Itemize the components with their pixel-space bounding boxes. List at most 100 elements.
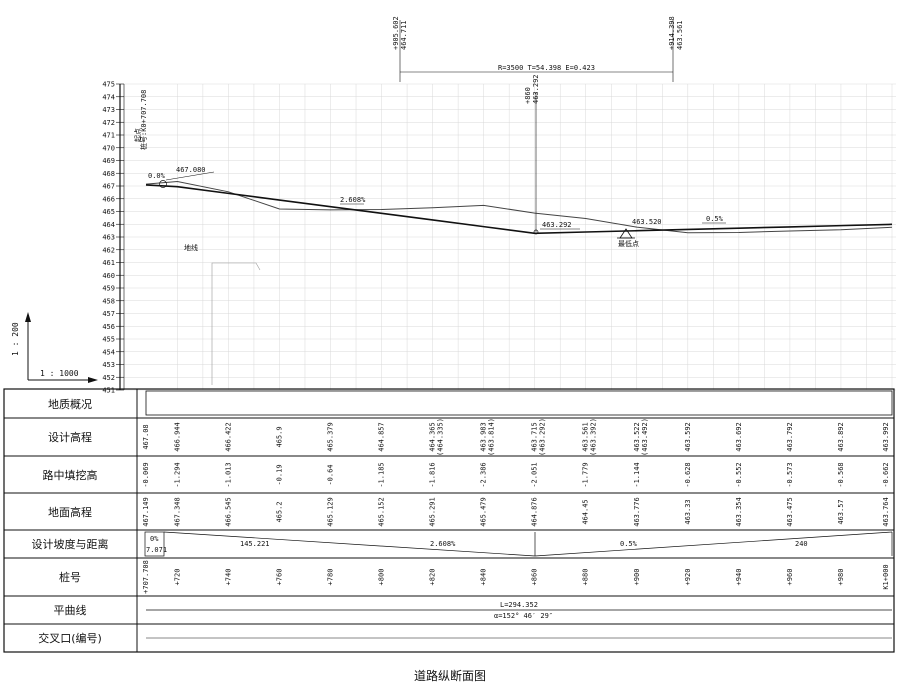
- station-value: +900: [633, 569, 641, 586]
- design-elev-value: (463.492): [641, 418, 649, 456]
- cut-fill-value: -0.628: [684, 462, 692, 487]
- cut-fill-value: -0.64: [327, 464, 335, 485]
- profile-annotations: 起点 桩号:K0+707.708 0.0% 467.080 2.608% 463…: [134, 90, 726, 385]
- grade-seg1-dist: 145.221: [240, 540, 270, 548]
- station-value: +840: [480, 569, 488, 586]
- ground-elev-value: 465.129: [327, 497, 335, 527]
- station-value: +720: [173, 569, 181, 586]
- curve-left-station: +905.602: [392, 16, 400, 50]
- elev-tick-label: 460: [102, 272, 115, 280]
- elev-tick-label: 461: [102, 259, 115, 267]
- design-elev-values: 467.08 466.944 466.422 465.9 465.379 464.857 4…: [142, 418, 890, 456]
- elevation-ticks: 475 474 473 472 471 470 469 468 467 466 465 464 463 4…: [102, 81, 124, 395]
- design-elev-value: 465.379: [327, 422, 335, 452]
- cut-fill-value: -0.662: [882, 462, 890, 487]
- curve-left-elev: 464.711: [400, 20, 408, 50]
- elev-tick-label: 469: [102, 157, 115, 165]
- grade-first-value: 0%: [150, 535, 159, 543]
- cut-fill-value: -1.779: [582, 462, 590, 487]
- station-value: +920: [684, 569, 692, 586]
- profile-table: 地质概况 设计高程 路中填挖高 地面高程 设计坡度与距离 桩号 平曲线 交叉口(…: [3, 388, 895, 653]
- design-elev-value: 463.592: [684, 422, 692, 452]
- cut-fill-value: -1.013: [224, 462, 232, 487]
- row-label-plan-curve: 平曲线: [54, 603, 87, 617]
- design-elev-value: 463.692: [735, 422, 743, 452]
- elev-tick-label: 471: [102, 132, 115, 140]
- start-elev-label: 467.080: [176, 166, 206, 174]
- cut-fill-value: -0.19: [275, 464, 283, 485]
- elev-tick-label: 470: [102, 144, 115, 152]
- elev-tick-label: 454: [102, 348, 115, 356]
- design-line: [145, 184, 893, 235]
- design-elev-value: 463.792: [786, 422, 794, 452]
- cut-fill-value: -2.386: [480, 462, 488, 487]
- ground-line: [145, 181, 893, 234]
- design-elev-value: 465.9: [275, 426, 283, 447]
- plan-curve-length: L=294.352: [500, 601, 538, 609]
- row-label-grade-dist: 设计坡度与距离: [32, 537, 109, 551]
- grade-seg2-value: 0.5%: [620, 540, 638, 548]
- row-label-intersection: 交叉口(编号): [38, 631, 102, 645]
- low-elev-label: 463.292: [542, 221, 572, 229]
- design-elev-value: (463.392): [590, 418, 598, 456]
- design-elev-value: 463.992: [882, 422, 890, 452]
- design-elev-value: 467.08: [142, 424, 150, 449]
- ground-elev-value: 465.152: [378, 497, 386, 527]
- cut-fill-values: -0.069 -1.294 -1.013 -0.19 -0.64 -1.185 -1.816…: [142, 462, 890, 487]
- ground-elev-value: 463.57: [837, 499, 845, 524]
- elev-tick-label: 455: [102, 336, 115, 344]
- elev-tick-label: 464: [102, 221, 115, 229]
- ground-elev-value: 463.475: [786, 497, 794, 527]
- ground-elev-value: 463.33: [684, 499, 692, 524]
- end-grade-label: 0.5%: [706, 215, 724, 223]
- elev-tick-label: 457: [102, 310, 115, 318]
- station-value: +780: [327, 569, 335, 586]
- cut-fill-value: -1.294: [173, 462, 181, 487]
- elev-tick-label: 453: [102, 361, 115, 369]
- station-value: K1+000: [882, 564, 890, 589]
- cut-fill-value: -2.051: [531, 462, 539, 487]
- curve-params: R=3500 T=54.398 E=0.423: [498, 64, 595, 72]
- grid: [124, 83, 896, 391]
- ground-elev-value: 463.764: [882, 497, 890, 527]
- ground-elev-value: 464.876: [531, 497, 539, 527]
- elev-tick-label: 466: [102, 195, 115, 203]
- elevation-axis: 475 474 473 472 471 470 469 468 467 466 465 464 463 4…: [102, 81, 125, 395]
- mid-grade-label: 2.608%: [340, 196, 366, 204]
- design-elev-value: 466.422: [224, 422, 232, 452]
- ground-line-label: 地线: [184, 243, 198, 252]
- station-value: +707.708: [142, 560, 150, 594]
- design-elev-value: 463.522: [633, 422, 641, 452]
- start-station-label: 桩号:K0+707.708: [139, 90, 148, 150]
- ground-elev-value: 463.776: [633, 497, 641, 527]
- station-values: +707.708 +720 +740 +760 +780 +800 +820 +840 +860…: [142, 560, 890, 594]
- grade-first-dist: 7.071: [146, 546, 167, 554]
- cut-fill-value: -0.568: [837, 462, 845, 487]
- ground-elev-value: 465.2: [275, 501, 283, 522]
- elev-tick-label: 472: [102, 119, 115, 127]
- cut-fill-value: -0.552: [735, 462, 743, 487]
- elev-tick-label: 467: [102, 183, 115, 191]
- station-value: +820: [429, 569, 437, 586]
- elev-tick-label: 458: [102, 297, 115, 305]
- design-elev-value: 463.561: [582, 422, 590, 452]
- cut-fill-value: -0.573: [786, 462, 794, 487]
- curve-right-elev: 463.561: [676, 20, 684, 50]
- elev-tick-label: 475: [102, 81, 115, 89]
- drawing-caption: 道路纵断面图: [414, 668, 486, 683]
- design-elev-value: (463.814): [488, 418, 496, 456]
- elev-tick-label: 462: [102, 246, 115, 254]
- ground-elev-value: 464.45: [582, 499, 590, 524]
- row-label-design-elev: 设计高程: [48, 430, 92, 444]
- curve-mid-elev: 463.292: [532, 74, 540, 104]
- low-point-label: 最低点: [618, 239, 639, 248]
- design-elev-value: 463.715: [531, 422, 539, 452]
- cut-fill-value: -1.816: [429, 462, 437, 487]
- cut-fill-value: -0.069: [142, 462, 150, 487]
- grade-seg2-dist: 240: [795, 540, 808, 548]
- horizontal-scale: 1 : 1000: [40, 369, 79, 378]
- cut-fill-value: -1.144: [633, 462, 641, 487]
- low-marker-icon: [533, 229, 539, 235]
